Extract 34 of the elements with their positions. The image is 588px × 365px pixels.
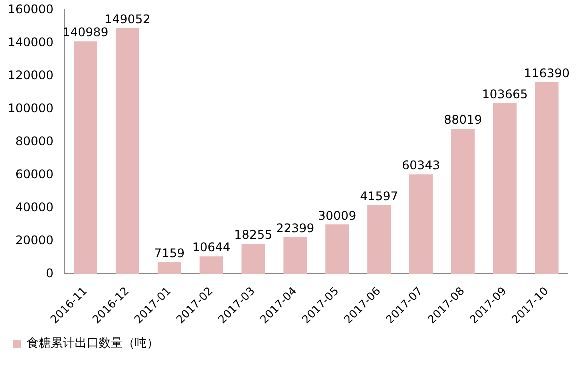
bar (493, 103, 517, 274)
data-label: 18255 (234, 228, 273, 242)
data-label: 116390 (524, 66, 570, 80)
data-label: 103665 (482, 87, 528, 102)
bar (284, 237, 308, 274)
data-label: 149052 (104, 12, 151, 26)
data-label: 60343 (402, 158, 440, 173)
y-tick-label: 20000 (16, 233, 54, 248)
y-tick-label: 100000 (8, 101, 54, 116)
y-tick-label: 140000 (8, 35, 54, 50)
data-label: 7159 (154, 246, 185, 260)
bar (242, 244, 266, 274)
y-tick-label: 0 (46, 266, 54, 280)
bar (409, 174, 433, 274)
y-tick-label: 40000 (16, 200, 54, 214)
y-tick-label: 60000 (16, 167, 54, 182)
bar (200, 256, 224, 274)
data-label: 22399 (276, 221, 315, 236)
bar (116, 28, 140, 274)
y-tick-label: 80000 (16, 134, 54, 148)
bar (451, 128, 475, 274)
data-label: 140989 (62, 26, 109, 40)
y-tick-label: 120000 (8, 68, 54, 82)
bar (535, 82, 559, 274)
data-label: 10644 (192, 240, 231, 255)
data-label: 41597 (360, 190, 398, 204)
y-tick-label: 160000 (8, 2, 54, 16)
bar (158, 262, 182, 274)
bar (326, 224, 350, 274)
data-label: 88019 (444, 113, 482, 128)
bar (74, 42, 98, 274)
data-label: 30009 (318, 208, 356, 223)
bar (368, 206, 392, 274)
legend-label: 食糖累计出口数量（吨） (27, 336, 159, 350)
